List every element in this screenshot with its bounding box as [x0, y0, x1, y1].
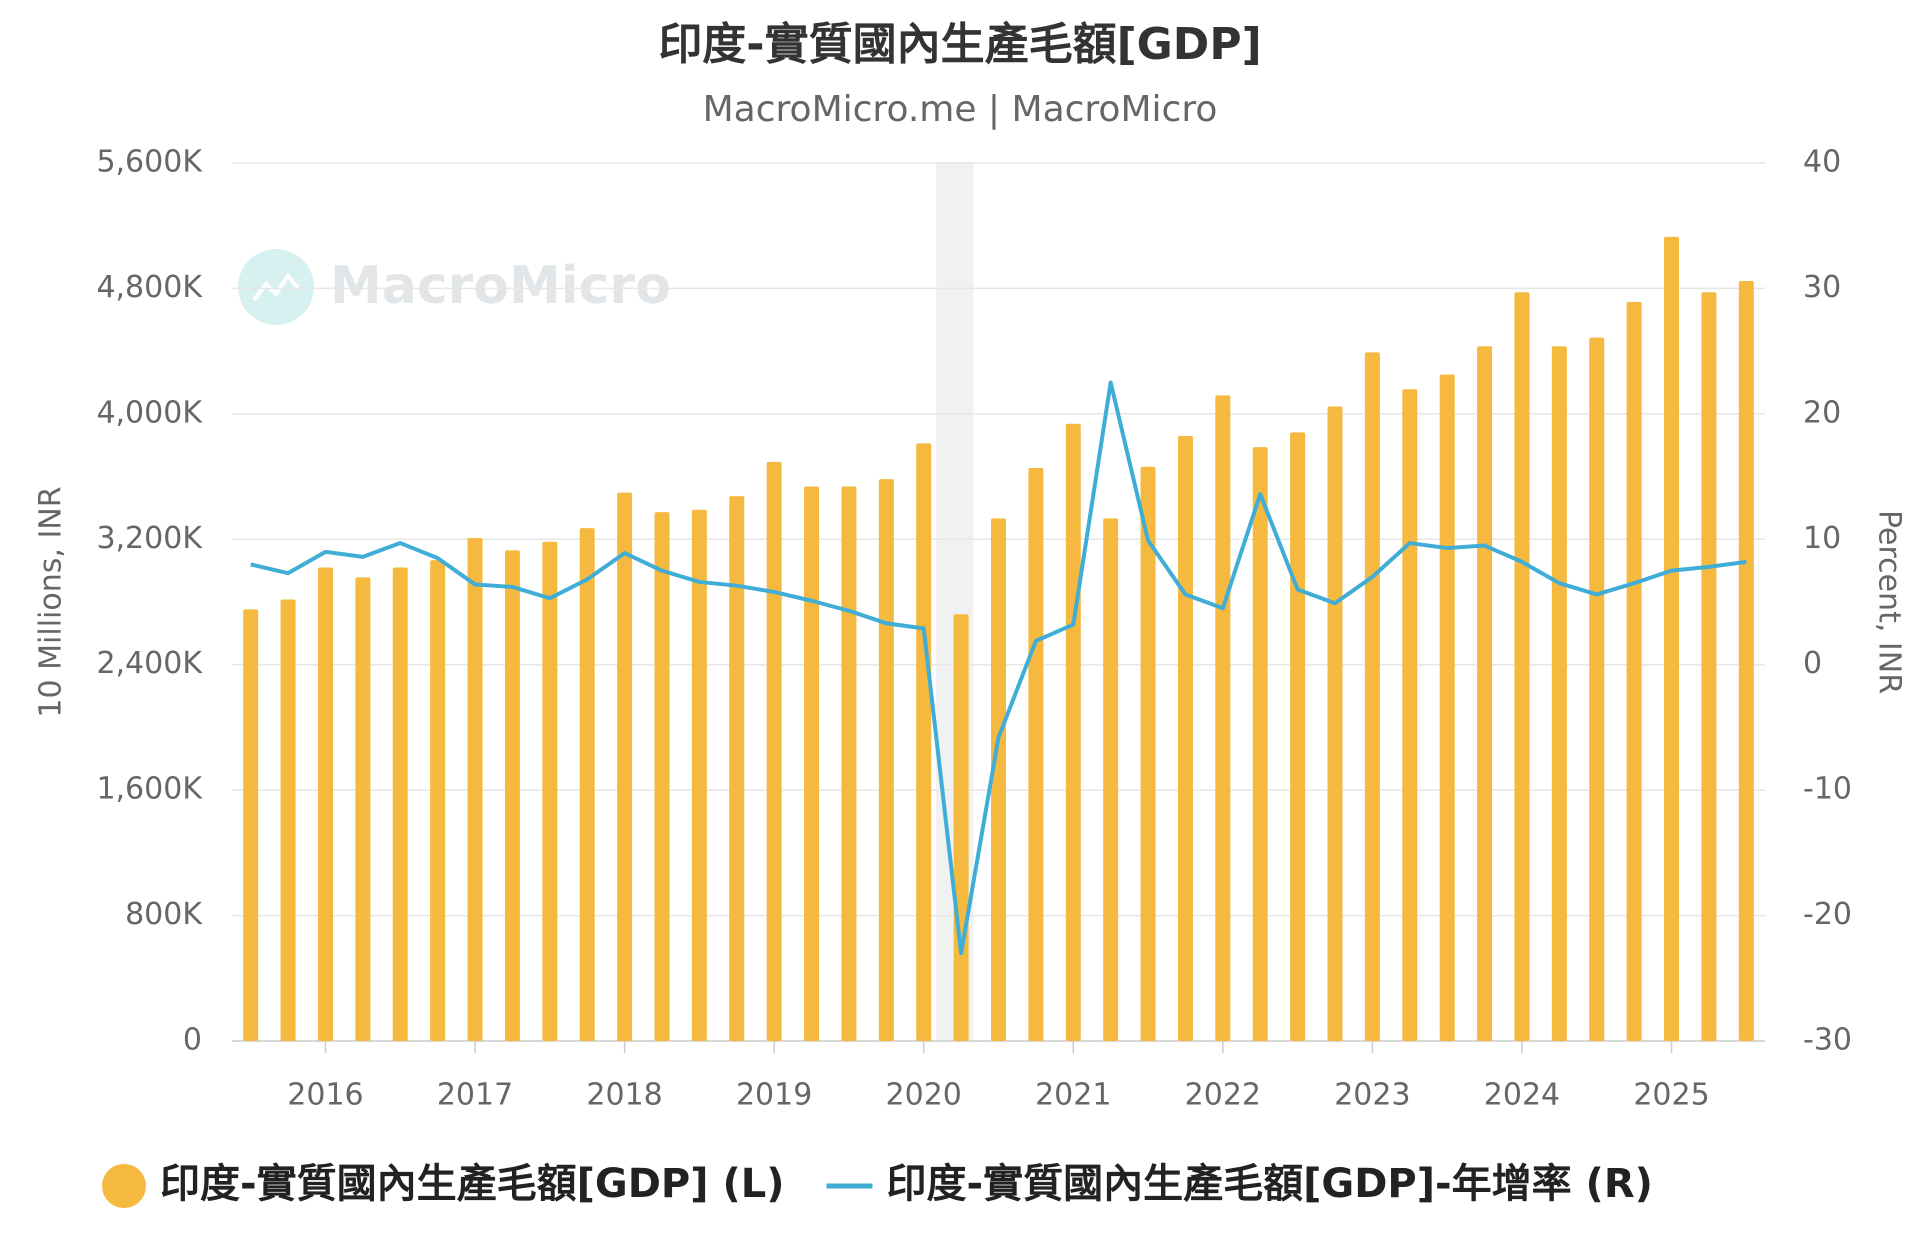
watermark: MacroMicro [330, 256, 671, 316]
y2-tick-label: 20 [1803, 395, 1841, 430]
bar [1551, 346, 1567, 1042]
bar [1626, 301, 1642, 1042]
bar [1664, 236, 1680, 1041]
bar [430, 560, 446, 1041]
bar [1514, 292, 1530, 1042]
bar [1701, 292, 1717, 1042]
bar [654, 512, 670, 1041]
x-tick-label: 2023 [1334, 1078, 1410, 1113]
bar [691, 509, 707, 1041]
y2-tick-label: 30 [1803, 270, 1841, 305]
bar [1290, 432, 1306, 1041]
y-tick-label: 2,400K [96, 646, 203, 681]
y-tick-label: 4,800K [96, 270, 203, 305]
bar [355, 577, 371, 1041]
y-tick-label: 1,600K [96, 772, 203, 807]
bar [1140, 466, 1156, 1041]
legend-marker [102, 1164, 146, 1208]
bar [1738, 281, 1754, 1041]
bar [1065, 423, 1081, 1042]
bar [467, 538, 483, 1041]
x-tick-label: 2019 [736, 1078, 812, 1113]
bar [1103, 518, 1119, 1041]
legend-label: 印度-實質國內生產毛額[GDP] (L) [160, 1161, 785, 1207]
chart-title: 印度-實質國內生產毛額[GDP] [658, 19, 1261, 70]
x-tick-label: 2025 [1633, 1078, 1709, 1113]
bar [280, 599, 296, 1041]
y2-tick-label: -30 [1803, 1023, 1852, 1058]
y2-tick-label: 0 [1803, 646, 1822, 681]
y2-tick-label: -10 [1803, 772, 1852, 807]
bar [1589, 337, 1605, 1041]
chart-subtitle: MacroMicro.me | MacroMicro [703, 89, 1218, 130]
bar [1252, 447, 1268, 1041]
bar [766, 461, 782, 1041]
bar [1215, 395, 1231, 1041]
y2-tick-label: 10 [1803, 521, 1841, 556]
bar [991, 518, 1006, 1041]
y-tick-label: 5,600K [96, 145, 203, 180]
bar [579, 528, 595, 1041]
y-axis-label: 10 Millions, INR [34, 486, 69, 717]
y2-axis-label: Percent, INR [1872, 510, 1907, 694]
x-tick-label: 2016 [287, 1078, 363, 1113]
y2-tick-label: 40 [1803, 145, 1841, 180]
x-tick-label: 2017 [437, 1078, 513, 1113]
y-tick-label: 4,000K [96, 395, 203, 430]
bar [729, 496, 745, 1041]
bar [243, 609, 259, 1041]
legend-label: 印度-實質國內生產毛額[GDP]-年增率 (R) [887, 1161, 1653, 1207]
bar [1028, 467, 1044, 1041]
bar [916, 443, 932, 1041]
line-series [250, 380, 1747, 956]
bar [1177, 435, 1193, 1041]
bar [317, 567, 333, 1041]
x-tick-label: 2020 [886, 1078, 962, 1113]
bar [617, 492, 633, 1041]
bar [392, 567, 408, 1041]
bar [1327, 406, 1343, 1041]
bar [1477, 346, 1493, 1042]
bar [878, 479, 894, 1042]
x-tick-label: 2018 [586, 1078, 662, 1113]
bar [1402, 389, 1418, 1041]
bar [804, 486, 820, 1041]
y-tick-label: 0 [183, 1023, 202, 1058]
bar [504, 550, 520, 1041]
bar [1439, 374, 1455, 1042]
x-tick-label: 2022 [1185, 1078, 1261, 1113]
y-tick-label: 800K [125, 897, 203, 932]
bar [542, 541, 558, 1041]
y2-tick-label: -20 [1803, 897, 1852, 932]
bar [1364, 352, 1380, 1041]
bar [953, 614, 969, 1041]
x-tick-label: 2024 [1484, 1078, 1560, 1113]
y-tick-label: 3,200K [96, 521, 203, 556]
bar [841, 486, 857, 1041]
watermark-logo [238, 249, 314, 325]
x-tick-label: 2021 [1035, 1078, 1111, 1113]
